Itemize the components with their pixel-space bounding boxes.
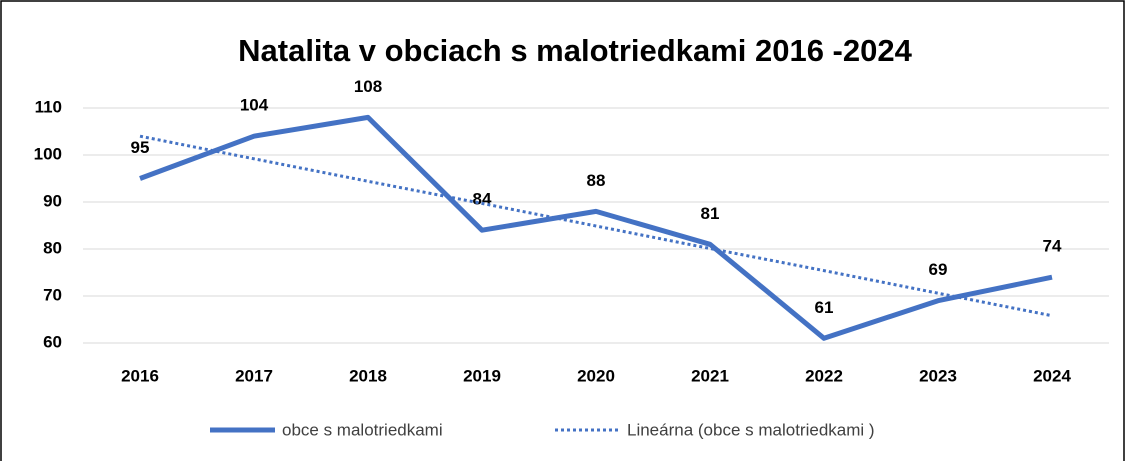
data-label: 108 (354, 77, 382, 96)
data-label: 88 (587, 171, 606, 190)
y-tick-label: 60 (43, 332, 62, 351)
data-label: 69 (929, 260, 948, 279)
data-label: 95 (131, 138, 150, 157)
data-label: 81 (701, 204, 720, 223)
chart-title: Natalita v obciach s malotriedkami 2016 … (238, 33, 912, 68)
x-tick-label: 2016 (121, 366, 159, 385)
x-tick-label: 2018 (349, 366, 387, 385)
x-tick-label: 2020 (577, 366, 615, 385)
legend-label: obce s malotriedkami (282, 420, 443, 439)
legend-label: Lineárna (obce s malotriedkami ) (627, 420, 875, 439)
data-label: 104 (240, 96, 269, 115)
y-tick-label: 90 (43, 191, 62, 210)
data-label: 74 (1043, 237, 1062, 256)
data-label: 61 (815, 298, 834, 317)
y-tick-label: 100 (34, 144, 62, 163)
data-line (139, 114, 1053, 341)
x-tick-label: 2022 (805, 366, 843, 385)
x-tick-label: 2024 (1033, 366, 1071, 385)
trend-line (139, 134, 1053, 318)
y-tick-label: 80 (43, 238, 62, 257)
x-tick-label: 2023 (919, 366, 957, 385)
y-tick-label: 70 (43, 285, 62, 304)
x-tick-label: 2021 (691, 366, 729, 385)
x-tick-label: 2019 (463, 366, 501, 385)
x-tick-label: 2017 (235, 366, 273, 385)
y-tick-label: 110 (35, 97, 62, 116)
